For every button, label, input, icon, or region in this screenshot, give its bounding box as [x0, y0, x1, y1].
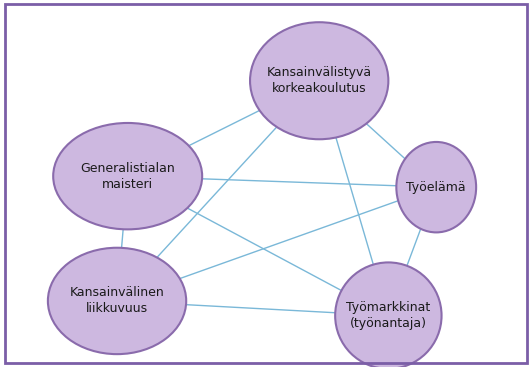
Ellipse shape — [53, 123, 202, 229]
Text: Kansainvälistyvä
korkeakoulutus: Kansainvälistyvä korkeakoulutus — [267, 66, 372, 95]
Text: Työmarkkinat
(työnantaja): Työmarkkinat (työnantaja) — [346, 301, 430, 330]
Ellipse shape — [335, 262, 442, 367]
Text: Generalistialan
maisteri: Generalistialan maisteri — [80, 161, 175, 191]
Text: Kansainvälinen
liikkuvuus: Kansainvälinen liikkuvuus — [70, 286, 164, 316]
Ellipse shape — [250, 22, 388, 139]
Ellipse shape — [48, 248, 186, 354]
Text: Työelämä: Työelämä — [406, 181, 466, 194]
Ellipse shape — [396, 142, 476, 232]
